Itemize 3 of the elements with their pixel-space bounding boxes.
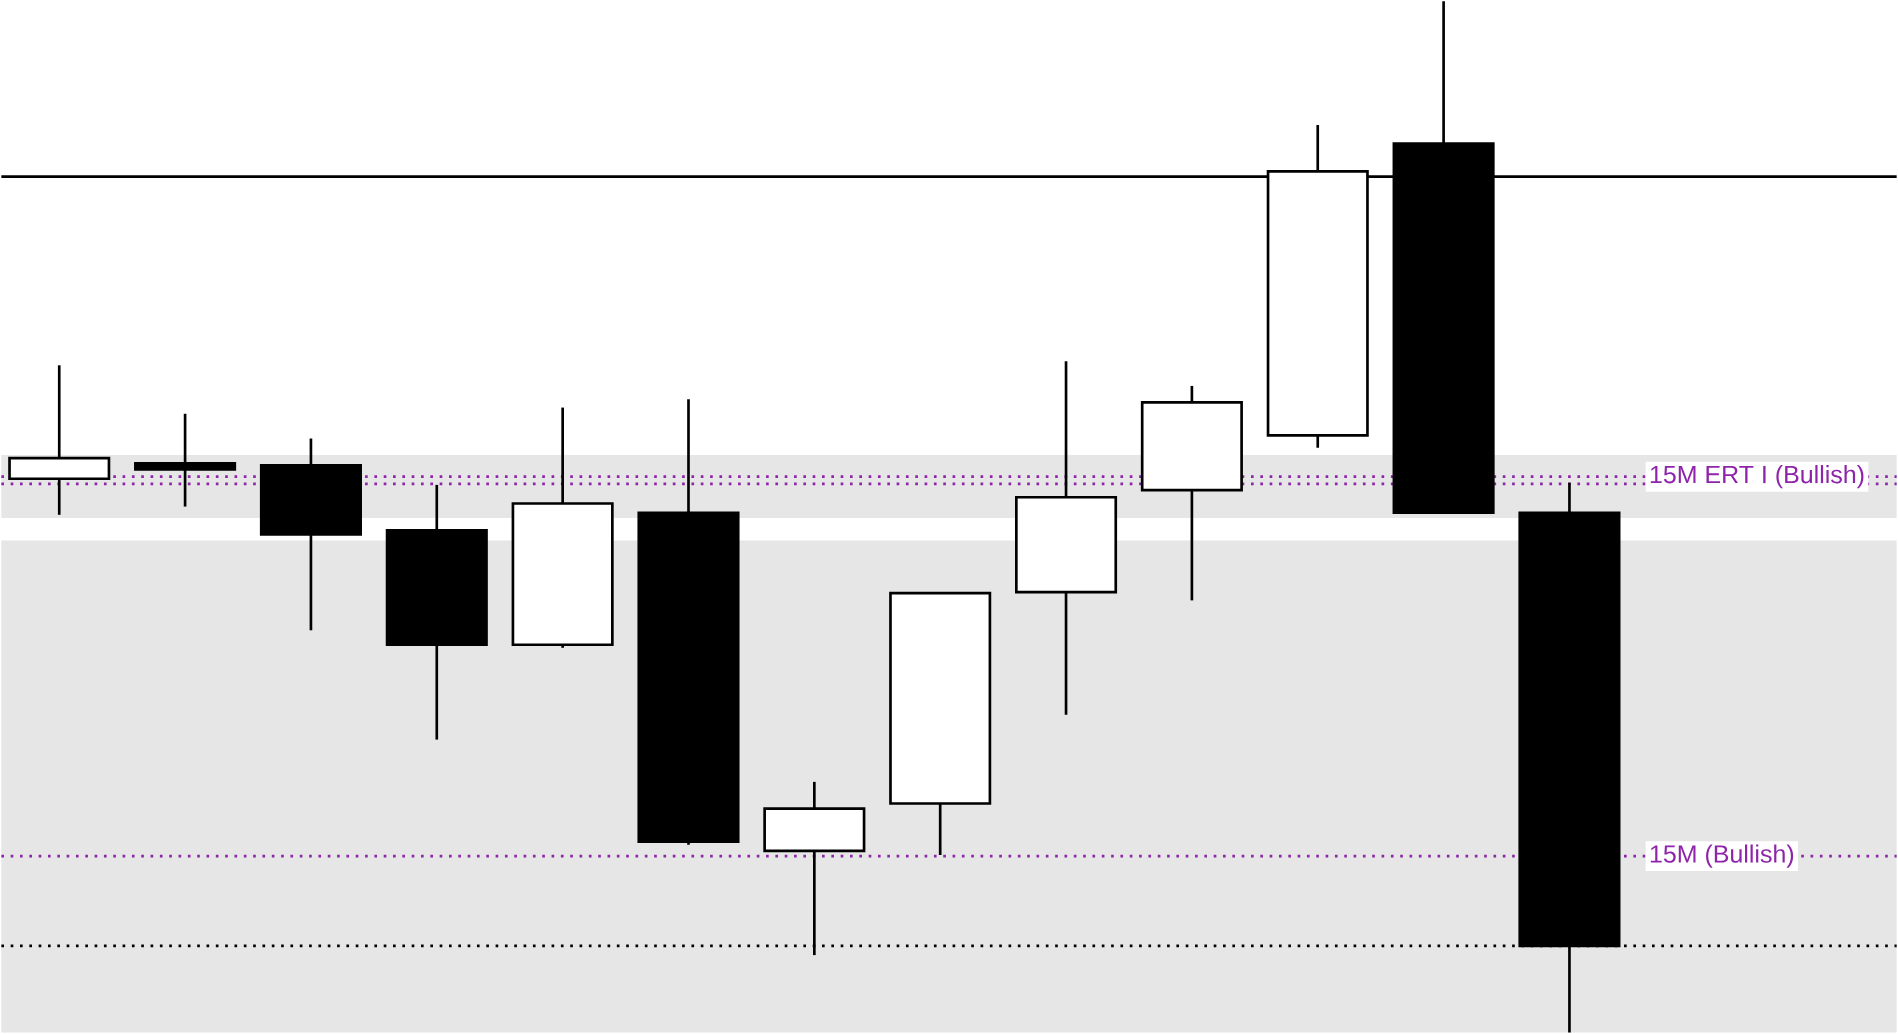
ref-line-label: 15M (Bullish)	[1650, 844, 1794, 868]
ref-line-label: 15M ERT I (Bullish)	[1650, 465, 1864, 489]
candlestick	[134, 412, 237, 509]
